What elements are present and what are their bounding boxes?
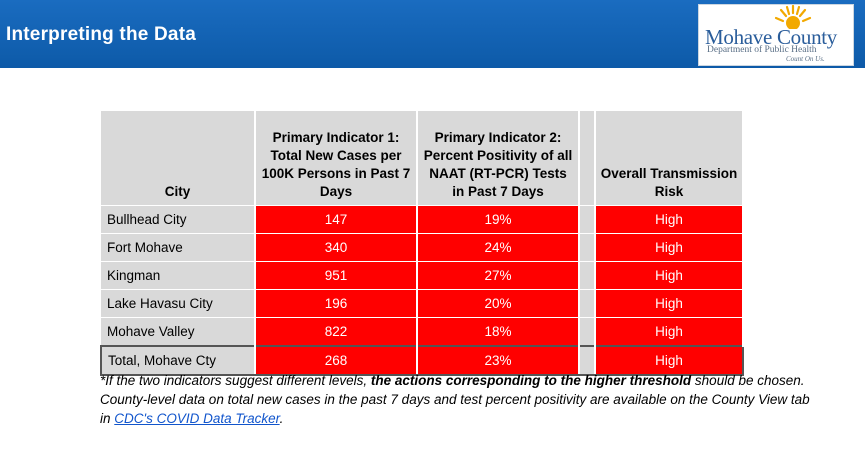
risk-cell: High bbox=[595, 233, 744, 262]
page-title: Interpreting the Data bbox=[6, 24, 196, 45]
spacer-cell bbox=[579, 261, 596, 290]
footnote-text-2: should be chosen. County-level data on t… bbox=[100, 373, 810, 426]
risk-cell: High bbox=[595, 205, 744, 234]
footnote-text-3: . bbox=[279, 411, 284, 426]
table-row: Mohave Valley 822 18% High bbox=[101, 317, 744, 346]
positivity-cell: 24% bbox=[417, 233, 580, 262]
city-cell: Kingman bbox=[101, 261, 256, 290]
city-cell: Lake Havasu City bbox=[101, 289, 256, 318]
logo-name: Mohave County bbox=[705, 25, 838, 49]
table-row: Kingman 951 27% High bbox=[101, 261, 744, 290]
column-header-spacer bbox=[579, 111, 596, 206]
logo-department: Department of Public Health bbox=[707, 45, 817, 55]
table-row: Fort Mohave 340 24% High bbox=[101, 233, 744, 262]
city-cell: Fort Mohave bbox=[101, 233, 256, 262]
spacer-cell bbox=[579, 205, 596, 234]
city-cell: Total, Mohave Cty bbox=[100, 345, 256, 376]
table-header-row: City Primary Indicator 1: Total New Case… bbox=[101, 111, 744, 206]
transmission-risk-table: City Primary Indicator 1: Total New Case… bbox=[100, 111, 744, 376]
cases-cell: 196 bbox=[255, 289, 418, 318]
spacer-cell bbox=[579, 345, 596, 376]
footnote: *If the two indicators suggest different… bbox=[100, 371, 810, 428]
footnote-text-1: *If the two indicators suggest different… bbox=[100, 373, 371, 388]
cases-cell: 822 bbox=[255, 317, 418, 346]
risk-cell: High bbox=[595, 317, 744, 346]
positivity-cell: 27% bbox=[417, 261, 580, 290]
column-header-risk: Overall Transmission Risk bbox=[595, 111, 744, 206]
column-header-indicator-2: Primary Indicator 2: Percent Positivity … bbox=[417, 111, 580, 206]
positivity-cell: 18% bbox=[417, 317, 580, 346]
spacer-cell bbox=[579, 317, 596, 346]
positivity-cell: 20% bbox=[417, 289, 580, 318]
cases-cell: 147 bbox=[255, 205, 418, 234]
mohave-county-logo: Mohave County Department of Public Healt… bbox=[698, 4, 854, 66]
cases-cell: 340 bbox=[255, 233, 418, 262]
table-total-row: Total, Mohave Cty 268 23% High bbox=[100, 345, 744, 376]
cases-cell: 951 bbox=[255, 261, 418, 290]
column-header-indicator-1: Primary Indicator 1: Total New Cases per… bbox=[255, 111, 418, 206]
logo-tagline: Count On Us. bbox=[786, 55, 825, 63]
city-cell: Mohave Valley bbox=[101, 317, 256, 346]
sun-icon bbox=[774, 5, 812, 29]
table-row: Lake Havasu City 196 20% High bbox=[101, 289, 744, 318]
spacer-cell bbox=[579, 289, 596, 318]
title-bar: Interpreting the Data Mohave County Depa… bbox=[0, 0, 865, 68]
positivity-cell: 19% bbox=[417, 205, 580, 234]
cdc-data-tracker-link[interactable]: CDC's COVID Data Tracker bbox=[114, 411, 280, 426]
column-header-city: City bbox=[101, 111, 256, 206]
cases-cell: 268 bbox=[255, 345, 418, 376]
risk-cell: High bbox=[595, 261, 744, 290]
table-row: Bullhead City 147 19% High bbox=[101, 205, 744, 234]
risk-cell: High bbox=[595, 289, 744, 318]
positivity-cell: 23% bbox=[417, 345, 580, 376]
footnote-emphasis: the actions corresponding to the higher … bbox=[370, 373, 692, 388]
risk-cell: High bbox=[595, 345, 744, 376]
spacer-cell bbox=[579, 233, 596, 262]
city-cell: Bullhead City bbox=[101, 205, 256, 234]
